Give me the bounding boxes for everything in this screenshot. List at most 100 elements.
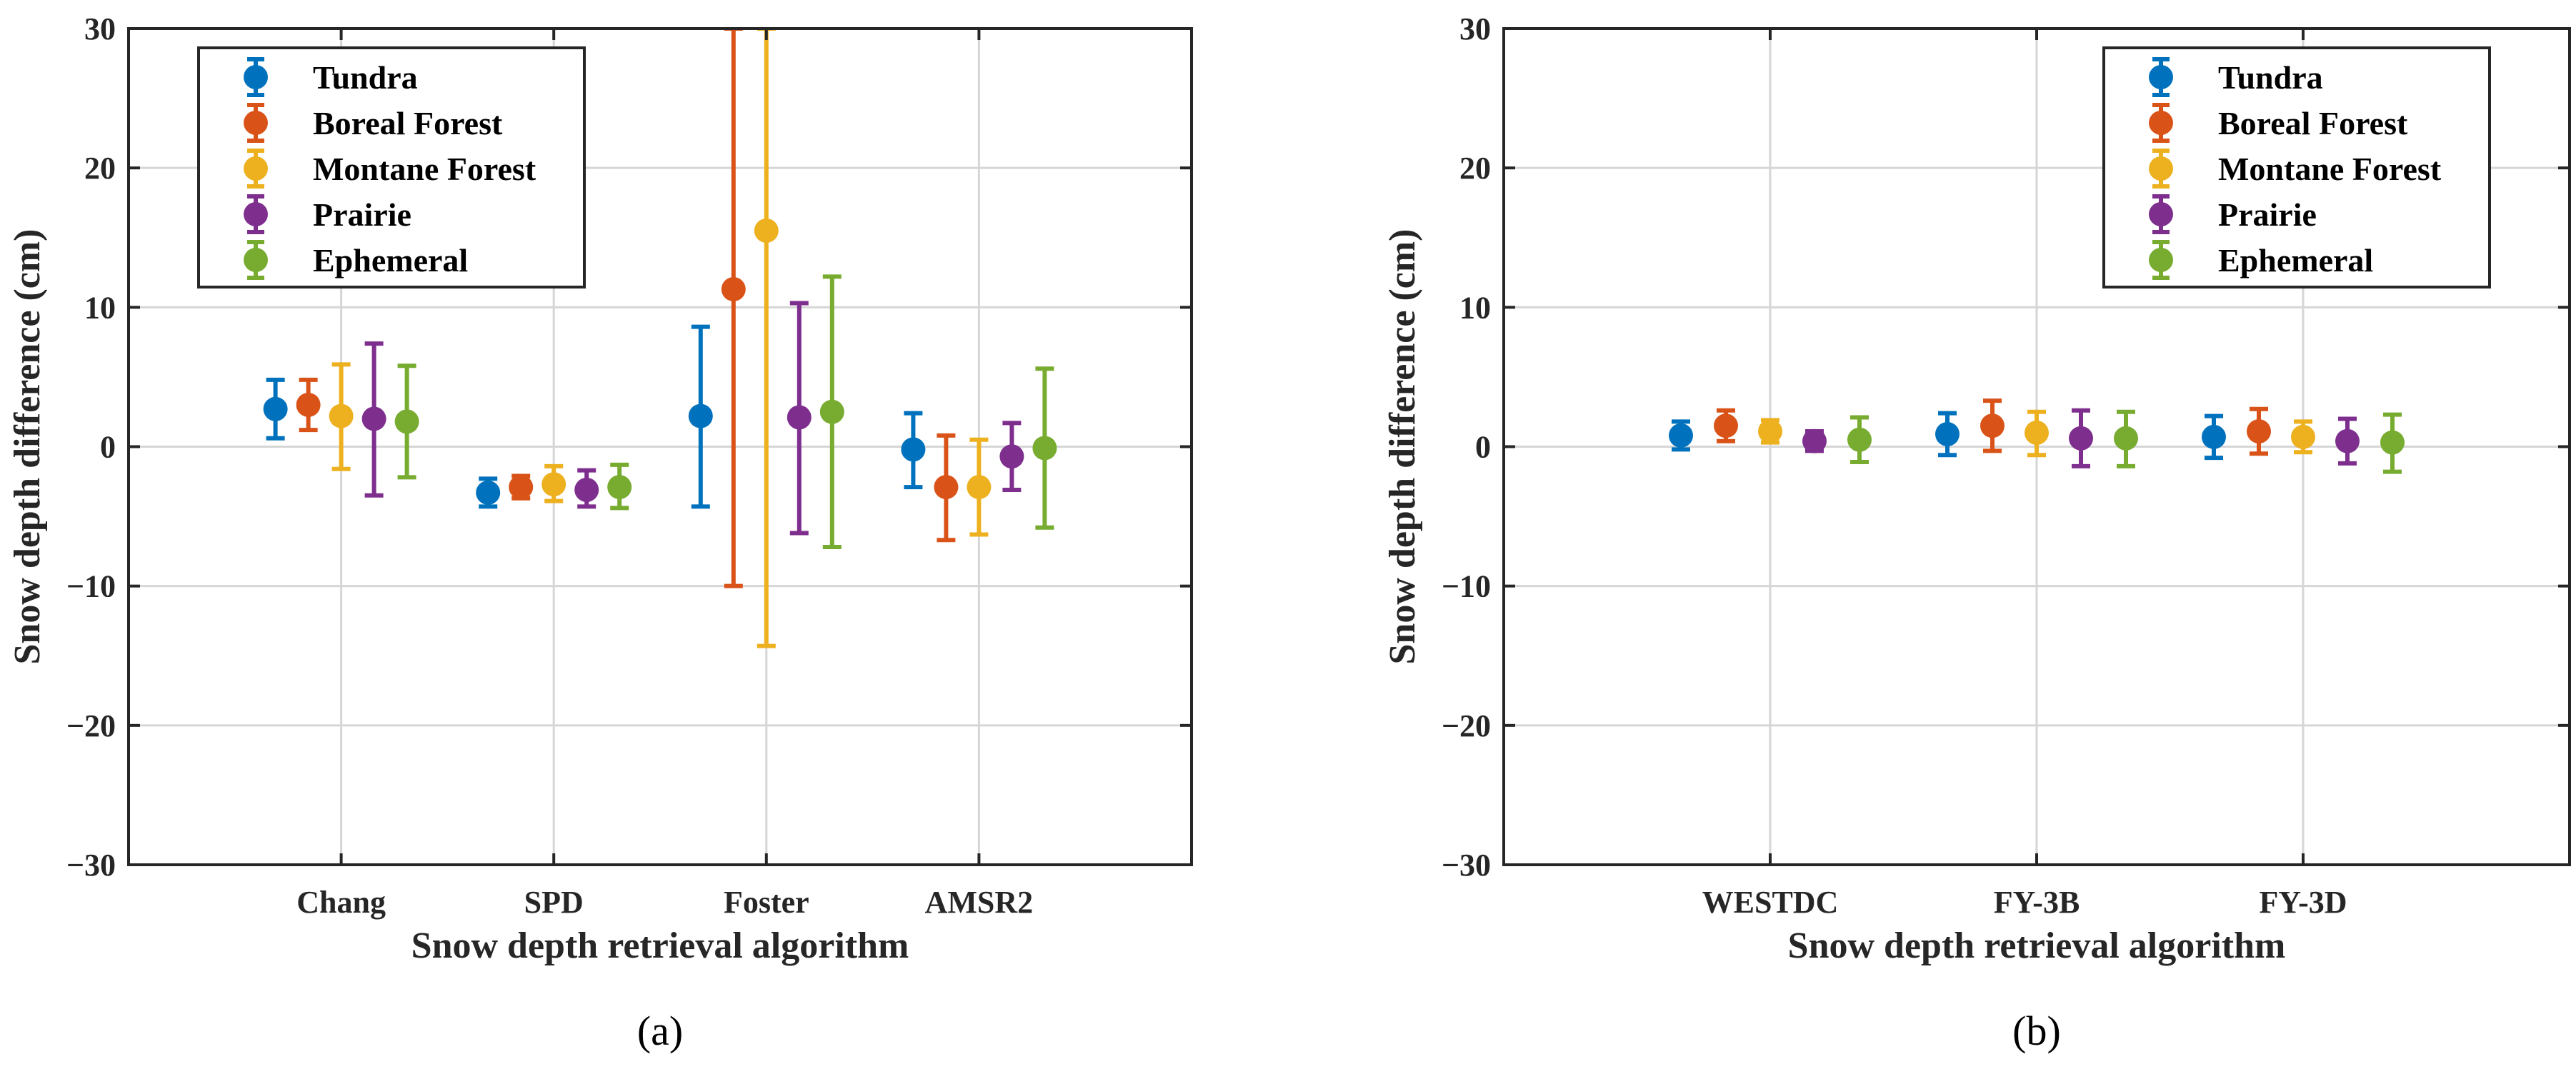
data-point [1032, 436, 1057, 461]
data-point [1980, 413, 2005, 438]
y-tick-label: 20 [1459, 151, 1491, 186]
data-point [999, 444, 1024, 469]
series-ephemeral [1847, 409, 2405, 474]
data-point [361, 406, 386, 431]
x-tick-label: AMSR2 [925, 885, 1034, 920]
series-prairie [1802, 408, 2360, 468]
y-axis-label: Snow depth difference (cm) [1382, 229, 1423, 665]
data-point [476, 480, 501, 505]
series-boreal-forest [296, 29, 959, 588]
series-ephemeral [394, 274, 1057, 550]
y-tick-label: −30 [66, 848, 116, 883]
y-tick-label: 10 [84, 290, 116, 325]
data-point [2202, 424, 2226, 449]
legend-item-tundra: Tundra [2149, 57, 2323, 97]
data-layer [263, 29, 1057, 648]
data-point [754, 218, 779, 243]
data-point [721, 276, 746, 301]
legend-label: Tundra [2218, 59, 2323, 96]
series-boreal-forest [1714, 398, 2271, 456]
series-tundra [1669, 411, 2226, 461]
data-point [2291, 424, 2315, 449]
data-point [819, 399, 844, 424]
y-tick-label: −30 [1442, 848, 1491, 883]
series-prairie [361, 301, 1024, 536]
y-axis-label: Snow depth difference (cm) [7, 229, 48, 665]
data-point [329, 403, 354, 428]
data-point [967, 475, 992, 500]
y-tick-label: 30 [84, 11, 116, 46]
legend-item-montane-forest: Montane Forest [2149, 149, 2442, 189]
x-tick-label: SPD [524, 885, 584, 920]
data-point [541, 472, 566, 497]
y-tick-label: 20 [84, 151, 116, 186]
data-point [2247, 419, 2271, 444]
data-point [901, 437, 926, 462]
legend-item-montane-forest: Montane Forest [244, 149, 536, 189]
y-tick-label: −10 [66, 569, 116, 604]
y-tick-label: 0 [1475, 430, 1491, 465]
data-point [263, 396, 288, 421]
legend: Tundra Boreal Forest Montane Forest Prairie… [2102, 46, 2491, 288]
data-point [509, 475, 534, 500]
data-point [688, 403, 713, 428]
data-point [394, 409, 419, 434]
legend-marker [244, 202, 268, 226]
legend-marker [2149, 248, 2173, 272]
panel-label: (a) [637, 1008, 683, 1054]
legend-marker [2149, 111, 2173, 135]
legend: Tundra Boreal Forest Montane Forest Prairie… [197, 46, 586, 288]
legend-label: Ephemeral [2218, 242, 2373, 278]
data-point [574, 478, 599, 503]
data-point [2069, 426, 2093, 451]
x-axis-label: Snow depth retrieval algorithm [411, 925, 909, 966]
legend-label: Tundra [313, 59, 418, 96]
data-point [1669, 423, 1693, 448]
legend-label: Montane Forest [2218, 151, 2442, 187]
data-point [934, 475, 959, 500]
y-tick-label: 10 [1459, 290, 1491, 325]
legend-label: Montane Forest [313, 151, 536, 187]
legend-item-tundra: Tundra [244, 57, 418, 97]
legend-label: Boreal Forest [313, 105, 503, 141]
legend-marker [2149, 156, 2173, 181]
data-point [1758, 419, 1782, 444]
x-tick-label: FY-3D [2259, 885, 2347, 920]
legend-item-prairie: Prairie [2149, 194, 2317, 234]
data-point [1802, 428, 1827, 453]
data-point [2380, 430, 2405, 455]
legend-label: Ephemeral [313, 242, 468, 278]
legend-item-prairie: Prairie [244, 194, 411, 234]
legend-marker [244, 65, 268, 89]
data-point [787, 405, 812, 430]
x-tick-label: FY-3B [1994, 885, 2080, 920]
data-point [1847, 427, 1872, 452]
legend-marker [2149, 202, 2173, 226]
legend-item-ephemeral: Ephemeral [244, 240, 468, 280]
series-montane-forest [1758, 409, 2315, 458]
y-tick-label: −20 [66, 708, 116, 743]
panel-label: (b) [2012, 1008, 2061, 1054]
x-axis-label: Snow depth retrieval algorithm [1788, 925, 2286, 966]
x-tick-label: Chang [296, 885, 386, 920]
x-tick-label: Foster [724, 885, 809, 920]
legend-marker [244, 156, 268, 181]
data-point [2114, 426, 2138, 451]
data-point [2335, 428, 2360, 453]
data-point [2025, 420, 2049, 445]
data-point [1935, 421, 1960, 446]
legend-marker [2149, 65, 2173, 89]
panel-b-chart: 30 20 10 0 −10 −20 −30 WESTDC FY-3B FY-3D Snow dep… [1382, 11, 2571, 1054]
y-tick-label: 0 [100, 430, 116, 465]
y-tick-label: 30 [1459, 11, 1491, 46]
legend-item-boreal-forest: Boreal Forest [244, 103, 503, 143]
data-layer [1669, 398, 2405, 474]
legend-item-boreal-forest: Boreal Forest [2149, 103, 2408, 143]
legend-marker [244, 111, 268, 135]
legend-marker [244, 248, 268, 272]
data-point [1714, 413, 1738, 438]
x-tick-label: WESTDC [1702, 885, 1839, 920]
series-montane-forest [329, 29, 992, 648]
data-point [607, 475, 632, 500]
